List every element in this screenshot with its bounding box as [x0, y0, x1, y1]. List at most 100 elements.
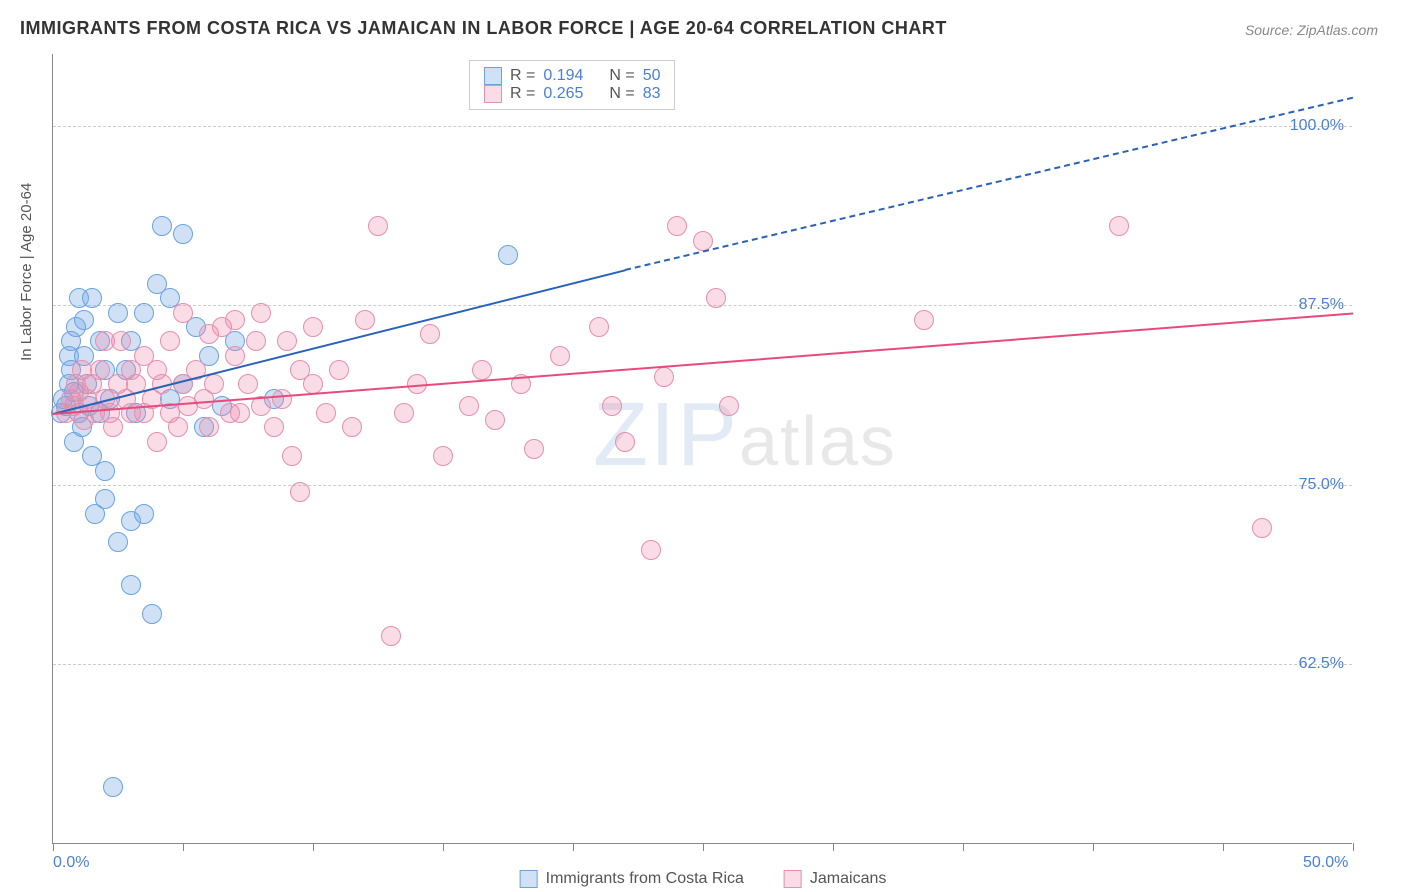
- gridline-h: [53, 126, 1352, 127]
- data-point-jamaican: [225, 346, 245, 366]
- n-label: N =: [609, 85, 634, 103]
- y-tick-label: 100.0%: [1290, 117, 1344, 135]
- data-point-costarica: [74, 310, 94, 330]
- data-point-costarica: [152, 216, 172, 236]
- data-point-costarica: [108, 303, 128, 323]
- data-point-jamaican: [485, 410, 505, 430]
- data-point-jamaican: [420, 324, 440, 344]
- data-point-jamaican: [368, 216, 388, 236]
- n-value: 50: [643, 67, 661, 85]
- data-point-jamaican: [238, 374, 258, 394]
- data-point-costarica: [134, 303, 154, 323]
- data-point-jamaican: [342, 417, 362, 437]
- data-point-jamaican: [355, 310, 375, 330]
- watermark: ZIPatlas: [593, 384, 897, 487]
- data-point-jamaican: [290, 482, 310, 502]
- y-axis-title: In Labor Force | Age 20-64: [18, 183, 35, 361]
- data-point-jamaican: [264, 417, 284, 437]
- data-point-costarica: [95, 489, 115, 509]
- data-point-jamaican: [246, 331, 266, 351]
- data-point-costarica: [173, 224, 193, 244]
- data-point-jamaican: [230, 403, 250, 423]
- legend-stats-row: R =0.265N =83: [484, 85, 660, 103]
- gridline-h: [53, 664, 1352, 665]
- data-point-jamaican: [1109, 216, 1129, 236]
- trend-line: [625, 97, 1353, 271]
- data-point-costarica: [103, 777, 123, 797]
- x-tick: [1223, 843, 1224, 851]
- x-tick: [963, 843, 964, 851]
- chart-container: IMMIGRANTS FROM COSTA RICA VS JAMAICAN I…: [0, 0, 1406, 892]
- data-point-jamaican: [654, 367, 674, 387]
- gridline-h: [53, 305, 1352, 306]
- x-tick: [183, 843, 184, 851]
- data-point-jamaican: [589, 317, 609, 337]
- data-point-jamaican: [272, 389, 292, 409]
- r-value: 0.194: [543, 67, 601, 85]
- data-point-jamaican: [719, 396, 739, 416]
- data-point-jamaican: [459, 396, 479, 416]
- data-point-jamaican: [641, 540, 661, 560]
- data-point-jamaican: [381, 626, 401, 646]
- data-point-costarica: [142, 604, 162, 624]
- x-tick: [313, 843, 314, 851]
- x-tick-label: 0.0%: [53, 854, 89, 872]
- data-point-jamaican: [160, 331, 180, 351]
- data-point-jamaican: [524, 439, 544, 459]
- legend-stats-row: R = 0.194 N = 50: [484, 67, 660, 85]
- data-point-jamaican: [706, 288, 726, 308]
- data-point-costarica: [95, 461, 115, 481]
- data-point-jamaican: [225, 310, 245, 330]
- y-tick-label: 87.5%: [1299, 296, 1344, 314]
- data-point-jamaican: [914, 310, 934, 330]
- legend-item: Jamaicans: [784, 870, 886, 888]
- data-point-jamaican: [277, 331, 297, 351]
- data-point-jamaican: [303, 317, 323, 337]
- x-tick: [573, 843, 574, 851]
- x-tick-label: 50.0%: [1303, 854, 1348, 872]
- data-point-jamaican: [433, 446, 453, 466]
- n-label: N =: [609, 67, 634, 85]
- r-label: R =: [510, 67, 535, 85]
- data-point-jamaican: [472, 360, 492, 380]
- x-tick: [1093, 843, 1094, 851]
- y-tick-label: 62.5%: [1299, 655, 1344, 673]
- watermark-atlas: atlas: [739, 402, 897, 480]
- data-point-jamaican: [282, 446, 302, 466]
- legend-label: Jamaicans: [810, 870, 886, 888]
- data-point-jamaican: [251, 303, 271, 323]
- n-value: 83: [643, 85, 661, 103]
- legend-label: Immigrants from Costa Rica: [546, 870, 744, 888]
- data-point-costarica: [498, 245, 518, 265]
- legend-swatch: [784, 870, 802, 888]
- data-point-jamaican: [615, 432, 635, 452]
- legend-swatch: [484, 67, 502, 85]
- data-point-jamaican: [168, 417, 188, 437]
- r-value: 0.265: [543, 85, 601, 103]
- x-tick: [443, 843, 444, 851]
- gridline-h: [53, 485, 1352, 486]
- data-point-costarica: [121, 575, 141, 595]
- data-point-jamaican: [602, 396, 622, 416]
- plot-area: ZIPatlas 62.5%75.0%87.5%100.0%0.0%50.0%R…: [52, 54, 1352, 844]
- source-label: Source: ZipAtlas.com: [1245, 22, 1378, 38]
- data-point-jamaican: [173, 303, 193, 323]
- data-point-costarica: [134, 504, 154, 524]
- x-tick: [833, 843, 834, 851]
- data-point-costarica: [108, 532, 128, 552]
- y-tick-label: 75.0%: [1299, 476, 1344, 494]
- data-point-jamaican: [1252, 518, 1272, 538]
- data-point-jamaican: [550, 346, 570, 366]
- x-tick: [1353, 843, 1354, 851]
- data-point-jamaican: [90, 360, 110, 380]
- x-tick: [703, 843, 704, 851]
- data-point-jamaican: [329, 360, 349, 380]
- legend-item: Immigrants from Costa Rica: [520, 870, 744, 888]
- legend-swatch: [484, 85, 502, 103]
- legend-swatch: [520, 870, 538, 888]
- data-point-jamaican: [667, 216, 687, 236]
- data-point-jamaican: [147, 432, 167, 452]
- data-point-jamaican: [199, 417, 219, 437]
- legend-stats-box: R = 0.194 N = 50R = 0.265 N = 83: [469, 60, 675, 110]
- x-tick: [53, 843, 54, 851]
